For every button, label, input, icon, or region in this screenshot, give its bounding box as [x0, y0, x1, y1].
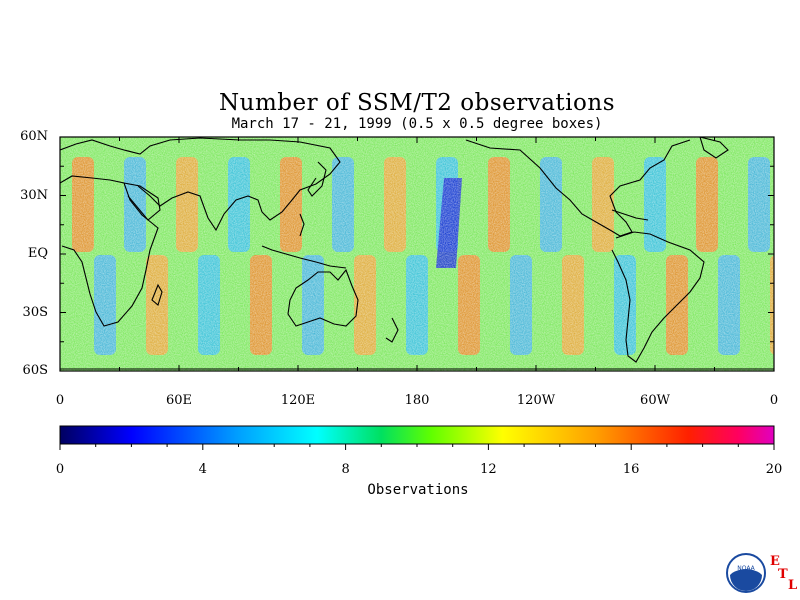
longitude-label: 120E: [280, 393, 316, 408]
latitude-label: 30S: [22, 304, 48, 320]
coastline-south-america: [611, 231, 705, 363]
longitude-label: 60E: [165, 393, 193, 408]
coastline-australia: [287, 268, 359, 327]
logo-letter-e: E: [770, 554, 780, 569]
observation-field: [60, 137, 774, 371]
longitude-label: 180: [404, 393, 430, 408]
colorbar-tick-label: 4: [198, 462, 207, 477]
latitude-label: 60S: [22, 363, 48, 378]
map-ticks: [59, 136, 775, 372]
noaa-logo-icon: NOAA: [726, 553, 766, 593]
chart-subtitle: March 17 - 21, 1999 (0.5 x 0.5 degree bo…: [231, 116, 603, 132]
coastline-eurasia: [60, 137, 341, 232]
latitude-label: EQ: [27, 246, 48, 261]
colorbar-tick-label: 8: [341, 462, 350, 477]
longitude-label: 0: [55, 393, 65, 408]
coastline-indonesia: [261, 245, 347, 269]
coastline-philippines: [299, 213, 305, 237]
coastline-new-zealand: [385, 317, 399, 343]
coastline-madagascar: [151, 283, 163, 306]
colorbar-tick-label: 16: [622, 462, 640, 477]
logo-letter-t: T: [778, 567, 788, 582]
colorbar-ticks: [59, 444, 775, 450]
coastline-arabia: [123, 182, 161, 221]
field-noise: [60, 137, 774, 371]
longitude-label: 0: [769, 393, 779, 408]
latitude-label: 60N: [20, 129, 48, 144]
coastline-greenland: [699, 137, 729, 159]
longitude-label: 120W: [516, 393, 556, 408]
colorbar-tick-label: 0: [55, 462, 65, 477]
colorbar-title: Observations: [367, 482, 469, 498]
logo-text: NOAA: [737, 565, 755, 572]
latitude-label: 30N: [20, 187, 48, 203]
coastline-africa: [60, 175, 159, 327]
logo-letter-l: L: [788, 578, 798, 593]
colorbar-tick-label: 12: [480, 462, 497, 477]
coastline-caribbean: [611, 209, 649, 221]
longitude-label: 60W: [640, 393, 670, 408]
colorbar-tick-label: 20: [765, 462, 783, 477]
coastline-japan: [307, 161, 327, 197]
colorbar-gradient: [59, 425, 775, 445]
coastline-north-america: [465, 139, 691, 237]
chart-title: Number of SSM/T2 observations: [219, 90, 615, 116]
